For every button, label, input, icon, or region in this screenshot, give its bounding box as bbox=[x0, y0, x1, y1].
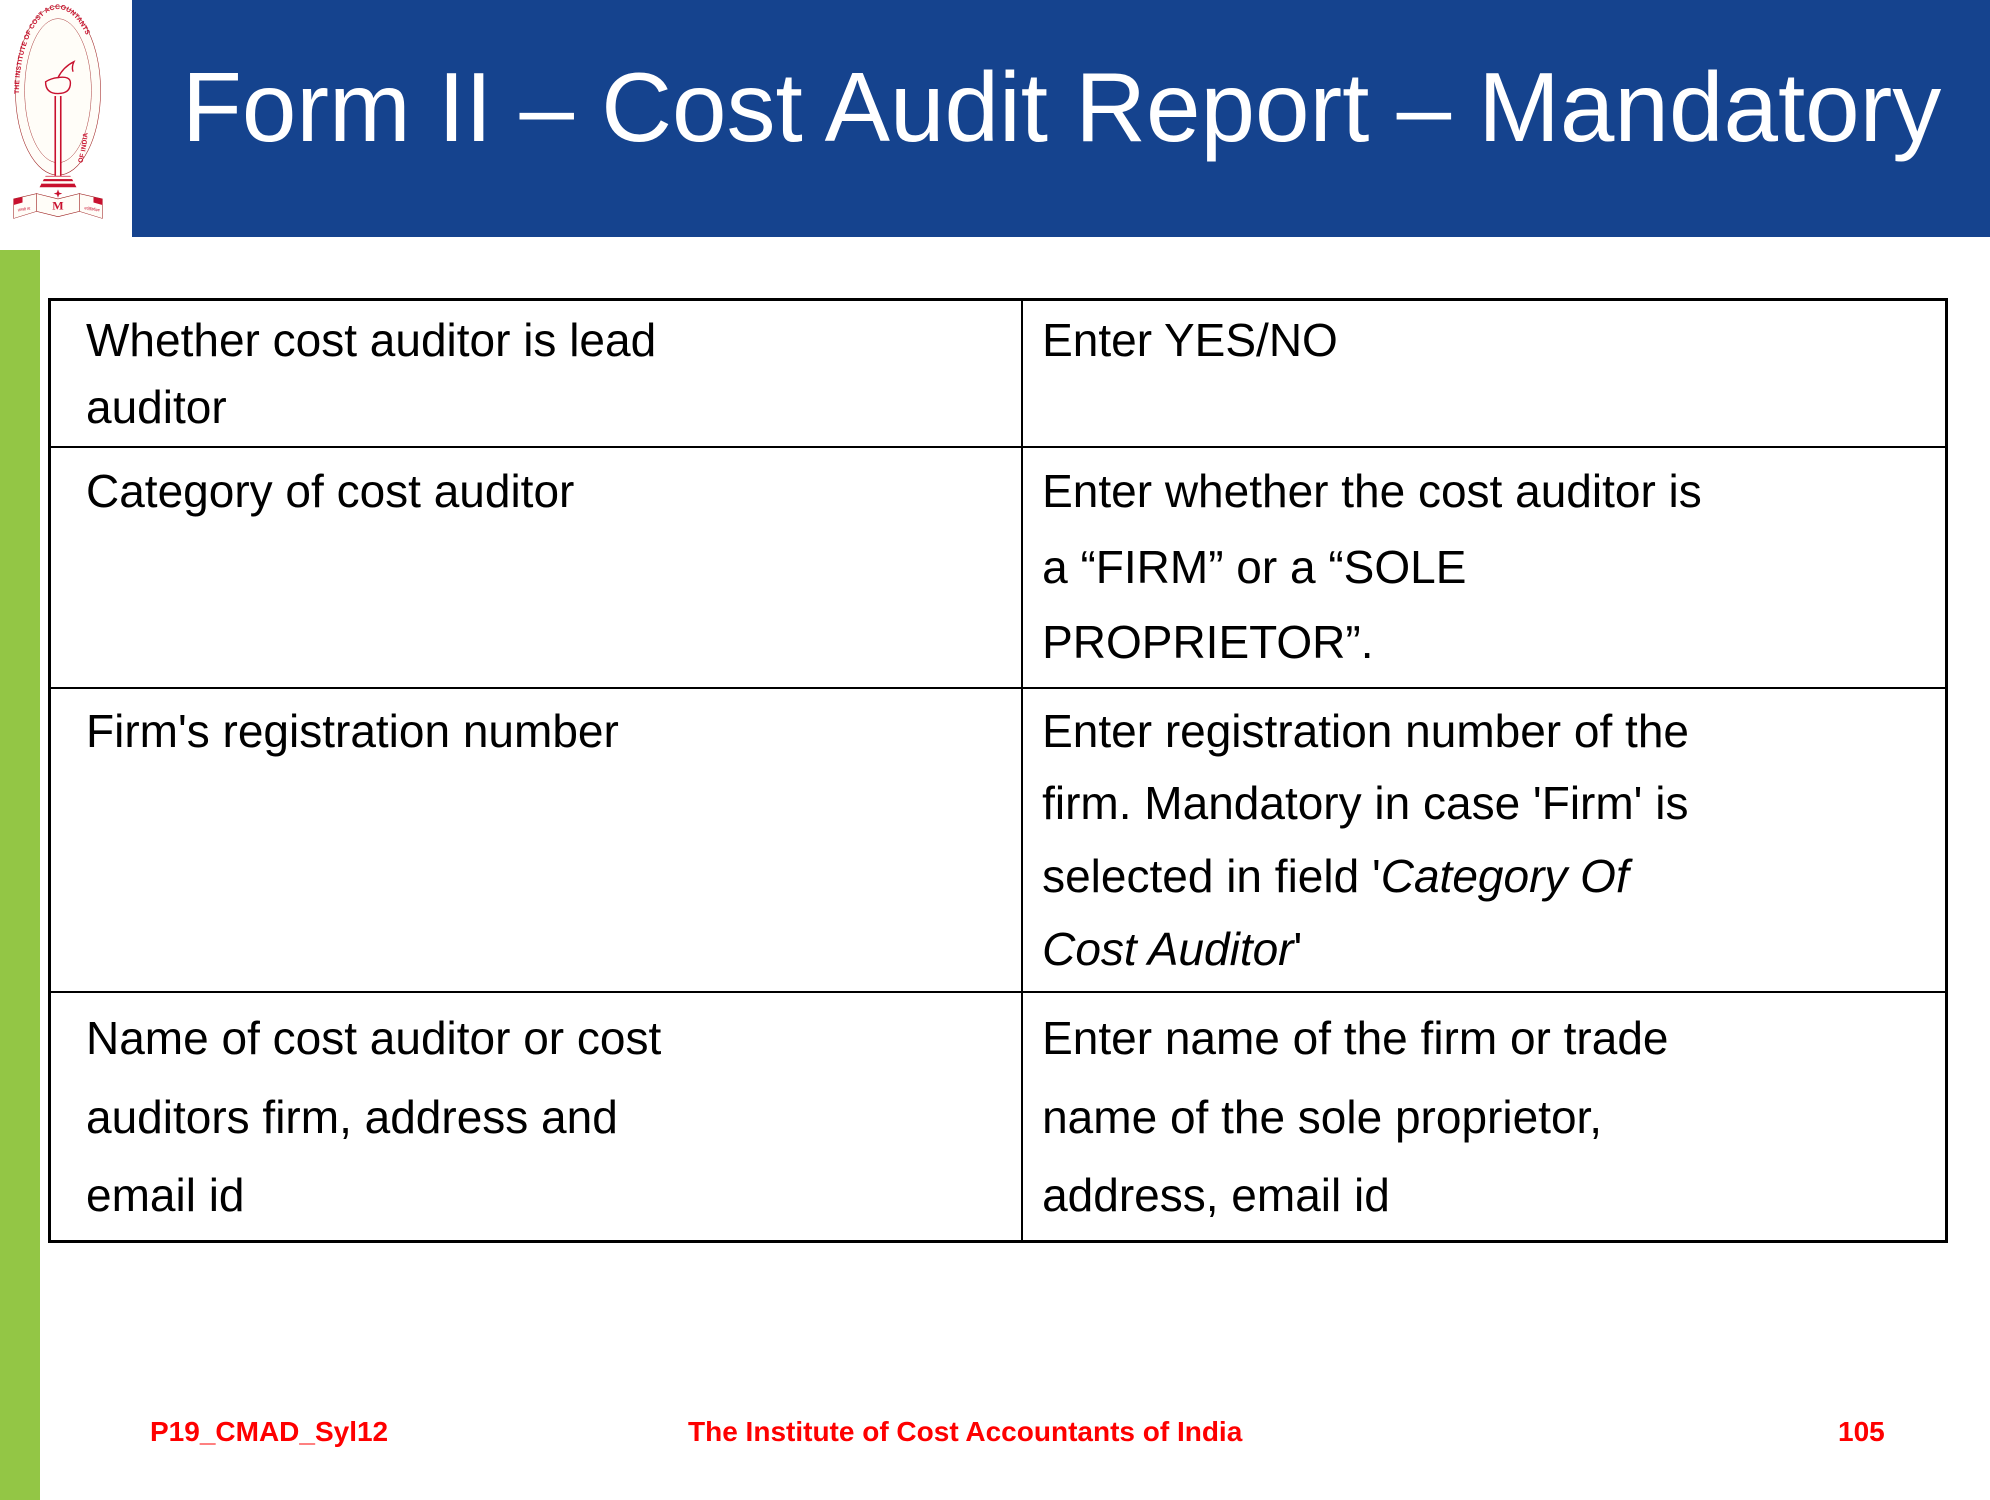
svg-text:M: M bbox=[52, 199, 64, 213]
